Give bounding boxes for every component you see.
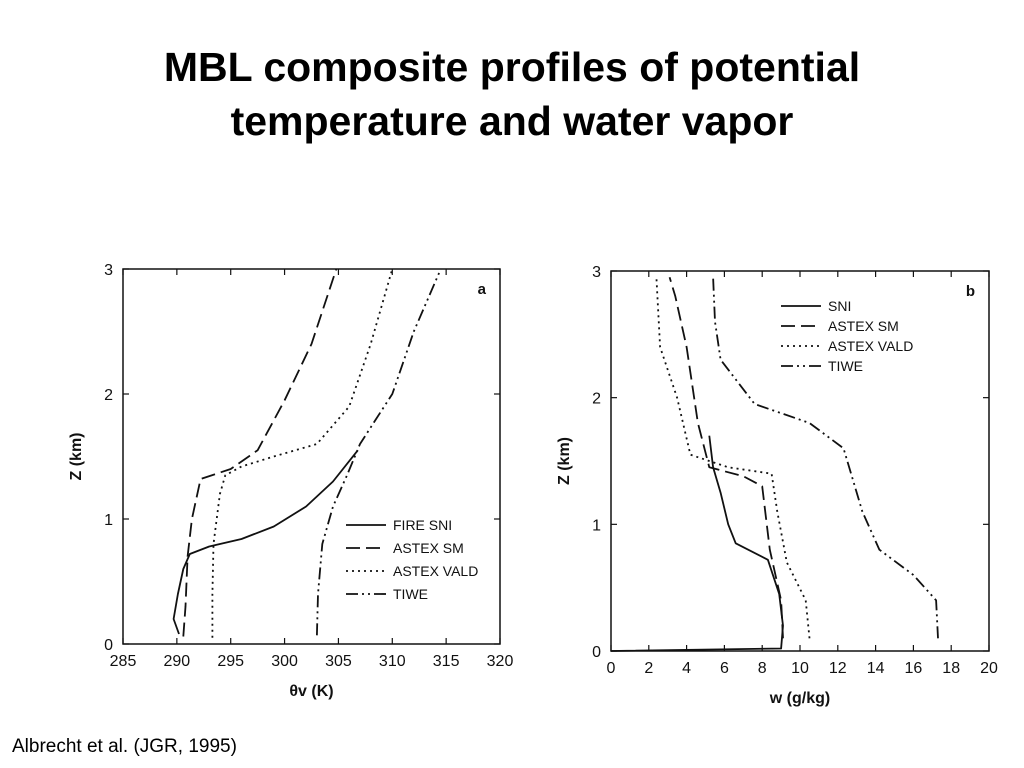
- y-tick-label: 2: [592, 391, 601, 408]
- y-tick-label: 2: [104, 387, 113, 404]
- chart-panel-a: 285 290 295 300 305 310 315 320 0 1 2 3 θv (K) Z (km)…: [68, 262, 513, 700]
- x-tick-label: 320: [487, 653, 514, 670]
- x-tick-label: 2: [644, 660, 653, 677]
- panel-label: b: [966, 283, 975, 300]
- legend-entry: ASTEX SM: [393, 540, 464, 556]
- legend: SNI ASTEX SM ASTEX VALD TIWE: [781, 298, 913, 374]
- x-tick-label: 290: [164, 653, 191, 670]
- x-tick-label: 300: [271, 653, 298, 670]
- x-tick-label: 20: [980, 660, 998, 677]
- y-tick-label: 1: [104, 512, 113, 529]
- legend-entry: ASTEX SM: [828, 318, 899, 334]
- series-line-tiwe: [316, 268, 442, 636]
- x-tick-label: 305: [325, 653, 352, 670]
- x-tick-label: 6: [720, 660, 729, 677]
- y-axis-label: Z (km): [556, 437, 573, 485]
- slide-title: MBL composite profiles of potential temp…: [0, 40, 1024, 148]
- x-tick-label: 315: [433, 653, 460, 670]
- x-tick-label: 18: [942, 660, 960, 677]
- legend-entry: FIRE SNI: [393, 517, 452, 533]
- y-tick-label: 3: [104, 262, 113, 279]
- legend-entry: ASTEX VALD: [393, 563, 478, 579]
- plot-frame: [610, 270, 990, 652]
- y-tick-label: 0: [592, 644, 601, 661]
- x-tick-label: 0: [607, 660, 616, 677]
- series-line-sni: [610, 435, 784, 652]
- x-tick-label: 4: [682, 660, 691, 677]
- series-line-astex-vald: [211, 268, 394, 638]
- citation: Albrecht et al. (JGR, 1995): [12, 736, 237, 757]
- x-tick-label: 10: [791, 660, 809, 677]
- series-line-astex-sm: [668, 277, 784, 639]
- x-tick-label: 14: [867, 660, 885, 677]
- legend-entry: ASTEX VALD: [828, 338, 913, 354]
- legend-entry: TIWE: [393, 586, 428, 602]
- x-tick-label: 285: [110, 653, 137, 670]
- series-line-fire-sni: [172, 449, 359, 635]
- legend: FIRE SNI ASTEX SM ASTEX VALD TIWE: [346, 517, 478, 602]
- plot-frame: [122, 268, 501, 645]
- y-tick-label: 3: [592, 264, 601, 281]
- x-tick-label: 16: [905, 660, 923, 677]
- legend-entry: SNI: [828, 298, 851, 314]
- y-tick-label: 1: [592, 517, 601, 534]
- slide-title-line-2: temperature and water vapor: [230, 98, 794, 144]
- series-line-astex-sm: [182, 268, 338, 637]
- x-tick-label: 12: [829, 660, 847, 677]
- series-line-astex-vald: [655, 277, 811, 639]
- x-tick-label: 8: [758, 660, 767, 677]
- y-tick-label: 0: [104, 637, 113, 654]
- legend-entry: TIWE: [828, 358, 863, 374]
- x-tick-label: 295: [217, 653, 244, 670]
- y-axis-label: Z (km): [68, 433, 85, 481]
- slide-title-line-1: MBL composite profiles of potential: [163, 44, 861, 90]
- x-axis-label: w (g/kg): [769, 690, 830, 707]
- panel-label: a: [478, 281, 487, 298]
- x-axis-label: θv (K): [289, 683, 333, 700]
- x-tick-label: 310: [379, 653, 406, 670]
- series-line-tiwe: [712, 277, 939, 639]
